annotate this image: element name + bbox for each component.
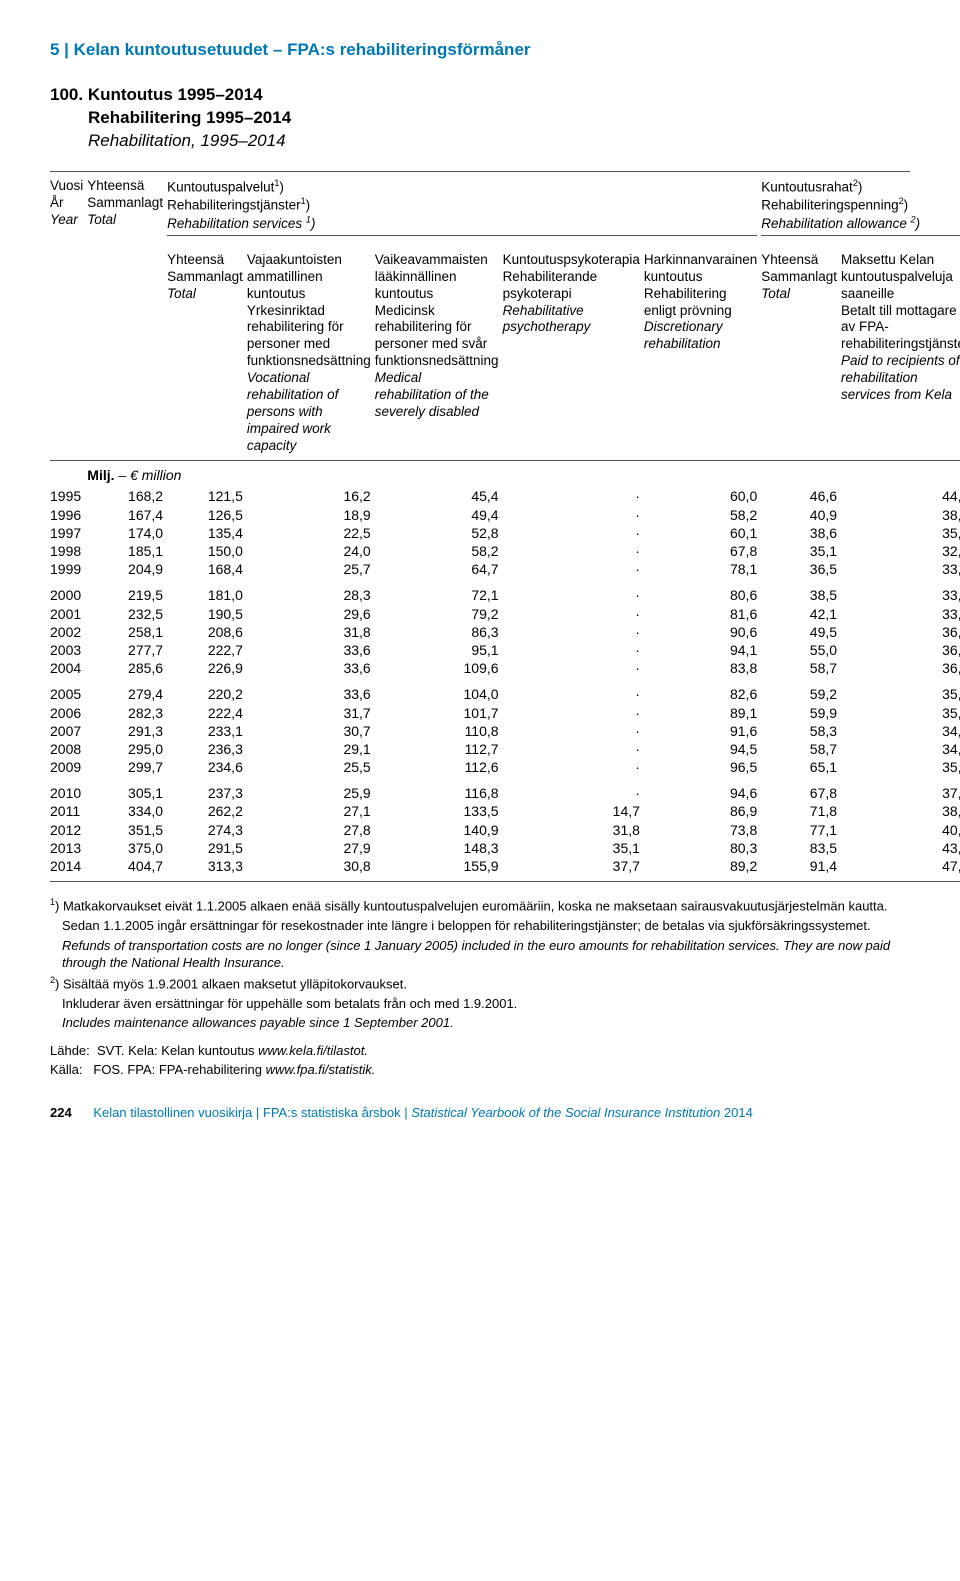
hdr-medical: Vaikeavammaisten lääkinnällinen kuntoutu… xyxy=(375,246,503,461)
section-header: 5 | Kelan kuntoutusetuudet – FPA:s rehab… xyxy=(50,40,910,60)
unit-label: Milj. – € million xyxy=(87,461,960,487)
table-row: 2001232,5190,529,679,2·81,642,133,6 xyxy=(50,605,960,623)
title-number: 100. xyxy=(50,85,83,104)
hdr-allow-total: Yhteensä Sammanlagt Total xyxy=(761,246,841,461)
title-en: Rehabilitation, 1995–2014 xyxy=(88,130,910,153)
table-row: 2005279,4220,233,6104,0·82,659,235,5 xyxy=(50,685,960,703)
hdr-allowance-group: Kuntoutusrahat2) Rehabiliteringspenning2… xyxy=(761,172,960,246)
table-row: 2007291,3233,130,7110,8·91,658,334,2 xyxy=(50,722,960,740)
title-sv: Rehabilitering 1995–2014 xyxy=(88,108,291,127)
table-row: 2000219,5181,028,372,1·80,638,533,0 xyxy=(50,586,960,604)
hdr-vocational: Vajaakuntoisten ammatillinen kuntoutus Y… xyxy=(247,246,375,461)
table-row: 1999204,9168,425,764,7·78,136,533,1 xyxy=(50,560,960,578)
table-title-block: 100. Kuntoutus 1995–2014 Rehabilitering … xyxy=(50,84,910,153)
table-row: 2014404,7313,330,8155,937,789,291,447,4 xyxy=(50,857,960,875)
table-row: 2003277,7222,733,695,1·94,155,036,5 xyxy=(50,641,960,659)
table-row: 1998185,1150,024,058,2·67,835,132,1 xyxy=(50,542,960,560)
table-row: 2002258,1208,631,886,3·90,649,536,4 xyxy=(50,623,960,641)
table-row: 2009299,7234,625,5112,6·96,565,135,6 xyxy=(50,758,960,776)
table-row: 2011334,0262,227,1133,514,786,971,838,0 xyxy=(50,802,960,820)
page-footer: 224 Kelan tilastollinen vuosikirja | FPA… xyxy=(50,1105,910,1120)
hdr-paid: Maksettu Kelan kuntoutuspalveluja saanei… xyxy=(841,246,960,461)
hdr-psycho: Kuntoutuspsykoterapia Rehabiliterande ps… xyxy=(503,246,644,461)
hdr-year: Vuosi År Year xyxy=(50,172,87,246)
hdr-services-group: Kuntoutuspalvelut1) Rehabiliteringstjäns… xyxy=(167,172,761,246)
hdr-discretionary: Harkinnanvarainen kuntoutus Rehabiliteri… xyxy=(644,246,761,461)
footnotes: 1) Matkakorvaukset eivät 1.1.2005 alkaen… xyxy=(50,896,910,1079)
table-row: 2004285,6226,933,6109,6·83,858,736,9 xyxy=(50,659,960,677)
table-row: 1996167,4126,518,949,4·58,240,938,5 xyxy=(50,506,960,524)
hdr-sub-total: Yhteensä Sammanlagt Total xyxy=(167,246,247,461)
title-fi: Kuntoutus 1995–2014 xyxy=(88,85,263,104)
table-row: 1995168,2121,516,245,4·60,046,644,9 xyxy=(50,487,960,505)
hdr-total: Yhteensä Sammanlagt Total xyxy=(87,172,167,246)
table-row: 2006282,3222,431,7101,7·89,159,935,2 xyxy=(50,704,960,722)
table-row: 2010305,1237,325,9116,8·94,667,837,0 xyxy=(50,784,960,802)
table-row: 2013375,0291,527,9148,335,180,383,543,4 xyxy=(50,839,960,857)
table-row: 1997174,0135,422,552,8·60,138,635,9 xyxy=(50,524,960,542)
data-table: Vuosi År Year Yhteensä Sammanlagt Total … xyxy=(50,172,960,882)
table-row: 2008295,0236,329,1112,7·94,558,734,5 xyxy=(50,740,960,758)
table-row: 2012351,5274,327,8140,931,873,877,140,2 xyxy=(50,821,960,839)
